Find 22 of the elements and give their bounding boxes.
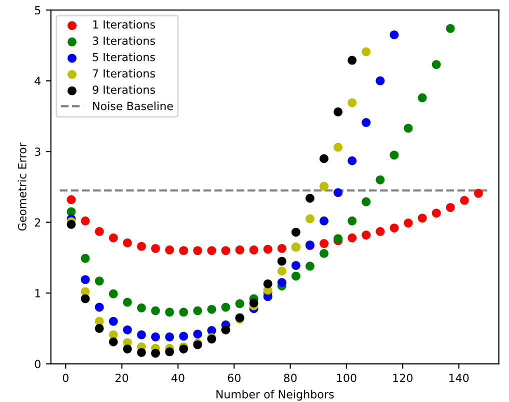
y-tick-label: 3 xyxy=(34,148,40,156)
x-tick-label: 140 xyxy=(449,374,469,382)
y-tick-label: 4 xyxy=(34,76,41,86)
legend-label: 3 Iterations xyxy=(92,36,155,45)
x-tick-label: 0 xyxy=(62,374,68,382)
y-axis-title: Geometric Error xyxy=(18,142,26,231)
y-tick-label: 0 xyxy=(34,360,40,368)
x-tick-label: 100 xyxy=(337,374,356,382)
y-tick-label: 5 xyxy=(34,6,40,14)
legend-label: Noise Baseline xyxy=(93,102,173,110)
x-tick-label: 80 xyxy=(284,374,297,382)
x-axis-title: Number of Neighbors xyxy=(216,390,334,401)
x-tick-label: 40 xyxy=(171,374,184,382)
legend-label: 9 Iterations xyxy=(92,85,155,94)
x-tick-label: 120 xyxy=(393,374,412,382)
legend-label: 5 Iterations xyxy=(92,52,155,62)
x-tick-label: 60 xyxy=(228,374,240,382)
y-tick-label: 2 xyxy=(34,218,40,227)
x-tick-label: 20 xyxy=(116,374,128,382)
legend-label: 7 Iterations xyxy=(92,68,155,78)
y-tick-label: 1 xyxy=(35,289,40,298)
legend-label: 1 Iterations xyxy=(93,20,155,29)
